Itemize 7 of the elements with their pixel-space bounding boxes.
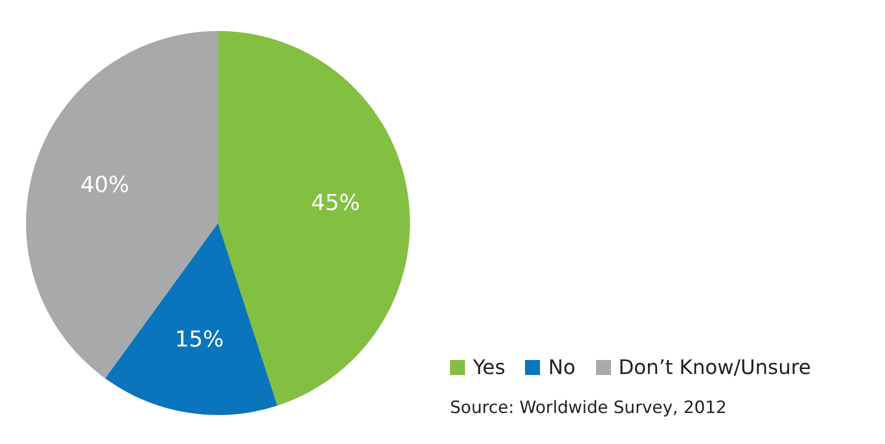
data-label: 45%: [311, 191, 360, 216]
legend-label: Don’t Know/Unsure: [618, 355, 811, 379]
data-label: 40%: [80, 172, 130, 198]
source-note: Source: Worldwide Survey, 2012: [450, 398, 727, 418]
legend-label: Yes: [473, 355, 506, 379]
data-label: 15%: [174, 327, 224, 352]
legend-label: No: [548, 355, 576, 379]
